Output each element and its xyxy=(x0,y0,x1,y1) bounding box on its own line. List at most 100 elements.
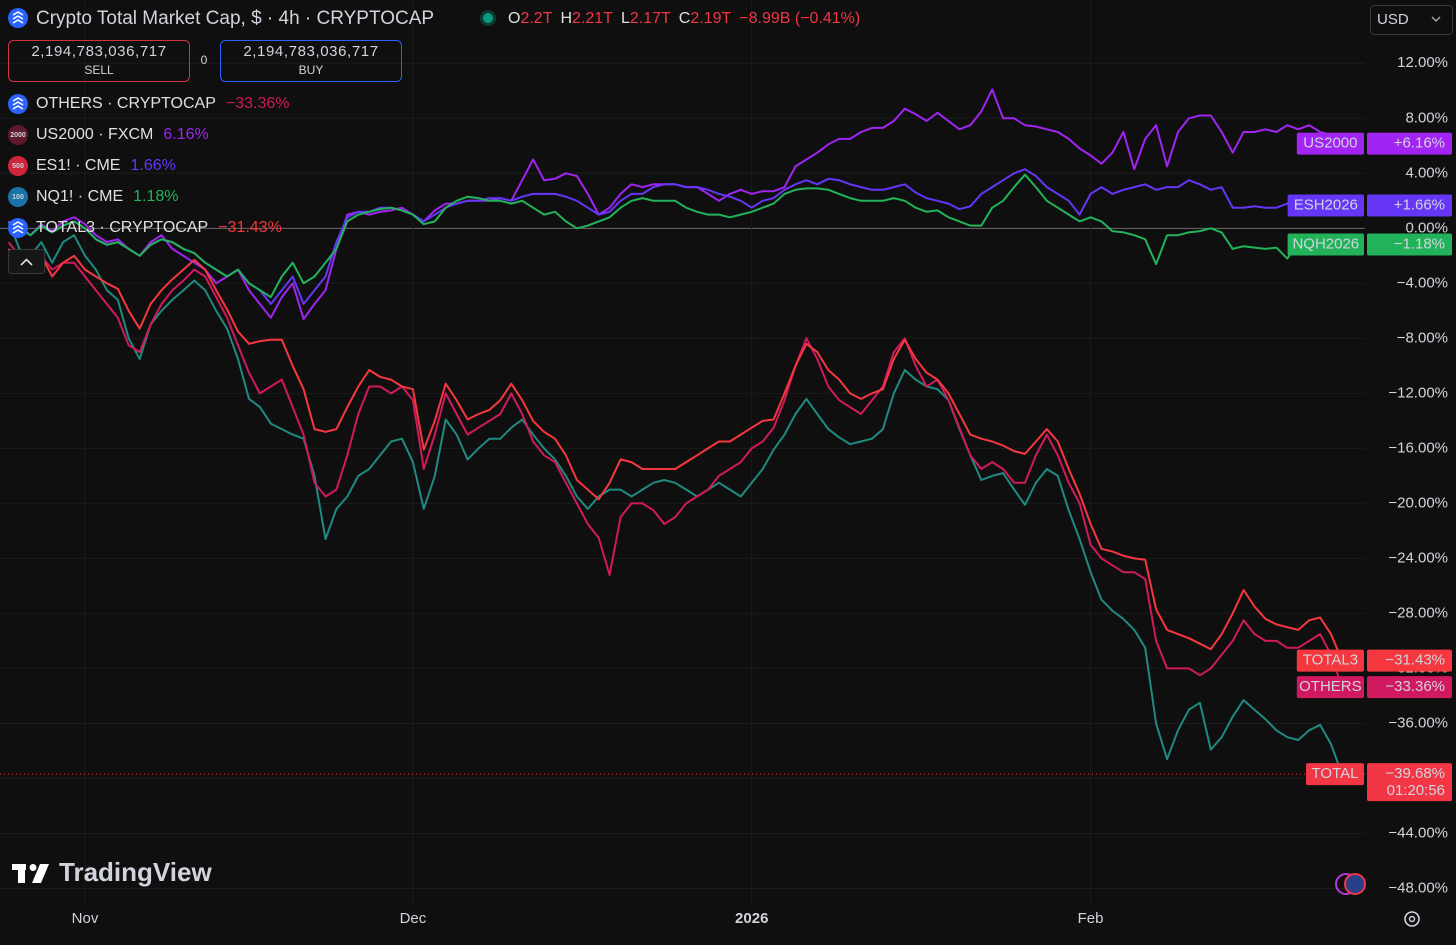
buy-label: BUY xyxy=(299,63,324,77)
series-line xyxy=(7,221,1343,775)
symbol-icon-glyph xyxy=(12,11,24,24)
series-badge xyxy=(1306,763,1364,786)
x-tick-label: Nov xyxy=(72,910,99,927)
series-badge xyxy=(1287,233,1364,256)
legend-icon xyxy=(8,94,28,114)
y-tick-label: −36.00% xyxy=(1388,714,1448,731)
countdown: 01:20:56 xyxy=(1387,782,1445,799)
currency-select[interactable] xyxy=(1370,5,1453,35)
x-tick-label: 2026 xyxy=(735,910,768,927)
price-badge xyxy=(1367,649,1452,672)
sell-label: SELL xyxy=(84,63,114,77)
ohlc-value: 2.2T xyxy=(520,10,552,27)
ohlc-key: L xyxy=(621,10,630,27)
series-badge-name: OTHERS xyxy=(1299,678,1362,695)
legend-name: NQ1! · CME xyxy=(36,188,123,205)
price-badge-value: −39.68% xyxy=(1385,765,1445,782)
series-badge-name: US2000 xyxy=(1303,135,1357,152)
legend-icon xyxy=(8,156,28,176)
y-tick-label: −8.00% xyxy=(1397,329,1448,346)
logo-mark xyxy=(18,864,25,883)
price-badge xyxy=(1367,676,1452,699)
spread: 0 xyxy=(201,53,208,67)
series-badge-name: TOTAL3 xyxy=(1303,652,1358,669)
grid xyxy=(0,0,1365,905)
series-badge-name: NQH2026 xyxy=(1292,236,1359,253)
y-tick-label: −4.00% xyxy=(1397,274,1448,291)
legend-value: −33.36% xyxy=(226,95,290,112)
status-dot xyxy=(483,13,493,23)
series-line xyxy=(7,241,1343,688)
symbol-icon xyxy=(8,8,28,28)
overlay: Crypto Total Market Cap, $ · 4h · CRYPTO… xyxy=(8,5,1453,927)
brand: TradingView xyxy=(59,857,212,887)
legend-name: TOTAL3 · CRYPTOCAP xyxy=(36,219,208,236)
sell-button[interactable] xyxy=(8,40,190,82)
price-badge-value: +6.16% xyxy=(1394,135,1445,152)
y-tick-label: −12.00% xyxy=(1388,384,1448,401)
legend-value: 1.18% xyxy=(133,188,178,205)
legend-icon xyxy=(8,125,28,145)
settings-icon xyxy=(1408,915,1416,923)
price-badge-value: −31.43% xyxy=(1385,652,1445,669)
legend-icon-label: 500 xyxy=(12,163,24,170)
x-tick-label: Dec xyxy=(400,910,427,927)
price-badge xyxy=(1367,194,1452,217)
y-tick-label: 12.00% xyxy=(1397,54,1448,71)
y-tick-label: −24.00% xyxy=(1388,549,1448,566)
y-tick-label: −48.00% xyxy=(1388,879,1448,896)
legend-value: 1.66% xyxy=(130,157,175,174)
series-line xyxy=(7,248,1343,661)
price-badge-value: +1.66% xyxy=(1394,196,1445,213)
settings-button[interactable] xyxy=(1404,911,1420,927)
y-tick-label: 4.00% xyxy=(1405,164,1448,181)
legend-value: −31.43% xyxy=(218,219,282,236)
ohlc-value: 2.21T xyxy=(572,10,613,27)
price-badge-value: −1.18% xyxy=(1394,236,1445,253)
series-badge xyxy=(1296,649,1364,672)
plot xyxy=(0,88,1365,775)
ohlc-value: 2.17T xyxy=(630,10,671,27)
series-badge xyxy=(1296,132,1364,155)
series-badge xyxy=(1296,676,1364,699)
buy-button[interactable] xyxy=(220,40,402,82)
sell-price: 2,194,783,036,717 xyxy=(31,43,166,60)
legend-name: OTHERS · CRYPTOCAP xyxy=(36,95,216,112)
price-badge-value: −33.36% xyxy=(1385,678,1445,695)
currency-chevron xyxy=(1431,16,1441,22)
legend-icon-glyph xyxy=(12,221,24,234)
price-badge xyxy=(1367,763,1452,802)
y-tick-label: 0.00% xyxy=(1405,219,1448,236)
legend-entry: OTHERS · CRYPTOCAP −33.36% xyxy=(36,95,290,112)
legend-name: ES1! · CME xyxy=(36,157,120,174)
series-badge-name: TOTAL xyxy=(1312,765,1359,782)
collapse-icon xyxy=(20,258,33,266)
legend-name: US2000 · FXCM xyxy=(36,126,153,143)
series-badge xyxy=(1287,194,1364,217)
ohlc-key: O xyxy=(508,10,520,27)
chart-title[interactable]: Crypto Total Market Cap, $ · 4h · CRYPTO… xyxy=(36,8,434,29)
y-tick-label: 8.00% xyxy=(1405,109,1448,126)
price-badge xyxy=(1367,132,1452,155)
logo-mark xyxy=(29,864,37,871)
legend-entry: US2000 · FXCM 6.16% xyxy=(36,126,209,143)
currency: USD xyxy=(1377,11,1409,28)
buy-price: 2,194,783,036,717 xyxy=(243,43,378,60)
legend-icon xyxy=(8,218,28,238)
ohlc-key: C xyxy=(679,10,691,27)
legend-value: 6.16% xyxy=(163,126,208,143)
y-tick-label: −28.00% xyxy=(1388,604,1448,621)
collapse-button[interactable] xyxy=(8,249,45,274)
legend-icon-label: 100 xyxy=(12,194,24,201)
legend-icon-glyph xyxy=(12,97,24,110)
ohlc: O2.2T H2.21T L2.17T C2.19T −8.99B (−0.41%) xyxy=(508,10,860,27)
series-line xyxy=(8,173,1343,299)
price-badge xyxy=(1367,233,1452,256)
x-tick-label: Feb xyxy=(1078,910,1104,927)
events-icon[interactable] xyxy=(1344,873,1366,895)
legend-entry: ES1! · CME 1.66% xyxy=(36,157,176,174)
logo-mark xyxy=(32,864,49,883)
